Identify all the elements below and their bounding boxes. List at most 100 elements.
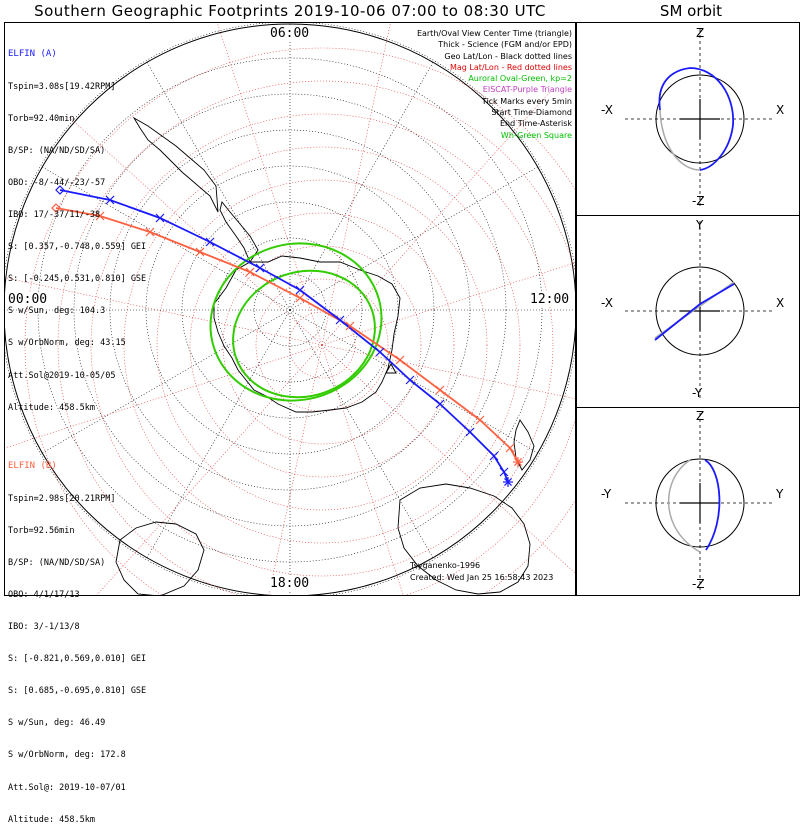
footprint-map — [5, 23, 775, 595]
probe-b-line: Torb=92.56min — [8, 525, 75, 536]
hour-label-right: 12:00 — [528, 292, 572, 307]
sm-orbit-trace-gray — [659, 109, 701, 171]
probe-a-name: ELFIN (A) — [8, 49, 57, 60]
probe-b-tick-mark — [295, 293, 305, 303]
coastline — [213, 255, 401, 413]
sm-earth-circle — [655, 266, 745, 356]
probe-a-line: Att.Sol@2019-10-05/05 — [8, 370, 116, 381]
probe-a-line: S w/Sun, deg: 104.3 — [8, 306, 106, 317]
coastline — [397, 483, 531, 595]
legend-item: EISCAT-Purple Triangle — [482, 85, 572, 95]
probe-a-tick-mark — [375, 347, 385, 357]
sm2-top-label: Y — [696, 218, 704, 232]
probe-b-name: ELFIN (B) — [8, 461, 57, 472]
mag-longitude-line — [217, 23, 323, 346]
geo-longitude-line — [289, 62, 434, 311]
mag-latitude-circle — [255, 278, 389, 412]
mag-latitude-circle — [123, 146, 521, 544]
mag-latitude-circle — [156, 179, 488, 511]
probe-b-tick-mark — [245, 267, 255, 277]
mag-longitude-line — [321, 23, 391, 346]
mag-latitude-circle — [288, 311, 356, 379]
probe-a-tick-mark — [295, 285, 305, 295]
sm1-bottom-label: -Z — [692, 194, 705, 208]
probe-b-tick-mark — [345, 321, 355, 331]
sm-orbit-trace-a — [658, 67, 734, 171]
footprint-map-frame — [4, 22, 576, 596]
sm-panel-divider — [576, 215, 800, 216]
sm-orbit-trace-a — [654, 283, 735, 341]
hour-label-left: 00:00 — [6, 292, 50, 307]
legend-item: Earth/Oval View Center Time (triangle) — [416, 29, 572, 38]
probe-a-line: Torb=92.40min — [8, 113, 75, 124]
probe-a-tick-mark — [335, 315, 345, 325]
probe-b-line: B/SP: (NA/ND/SD/SA) — [8, 557, 106, 568]
geo-longitude-line — [289, 166, 538, 311]
created-timestamp: Created: Wed Jan 25 16:58:43 2023 — [410, 572, 554, 582]
probe-b-tick-mark — [505, 443, 515, 453]
probe-a-tick-mark — [255, 263, 265, 273]
probe-a-line: S: [-0.245,0.531,0.810] GSE — [8, 274, 147, 285]
probe-b-end-asterisk — [514, 458, 522, 466]
probe-b-info: ELFIN (B) Tspin=2.98s[20.21RPM] Torb=92.… — [8, 440, 146, 836]
auroral-oval-outer — [209, 242, 383, 402]
map-layer — [5, 23, 575, 595]
probe-b-line: OBO: 4/1/17/13 — [8, 589, 80, 600]
probe-a-start-diamond — [55, 185, 65, 195]
legend: Earth/Oval View Center Time (triangle) T… — [417, 28, 572, 141]
sm-orbit-trace-gray — [668, 459, 701, 553]
coastline — [513, 419, 535, 471]
model-label: Tsyganenko-1996 — [410, 561, 481, 570]
probe-a-line: S: [0.357,-0.748,0.559] GEI — [8, 242, 147, 253]
probe-a-tick-mark — [155, 213, 165, 223]
probe-b-line: S w/Sun, deg: 46.49 — [8, 718, 106, 729]
probe-b-line: S: [0.685,-0.695,0.810] GSE — [8, 686, 147, 697]
probe-a-tick-mark — [465, 427, 475, 437]
probe-a-tick-mark — [105, 195, 115, 205]
hour-label-top: 06:00 — [268, 26, 312, 41]
sm1-top-label: Z — [696, 26, 705, 40]
plot-title: Southern Geographic Footprints 2019-10-0… — [34, 2, 546, 20]
probe-b-tick-mark — [395, 355, 405, 365]
sm2-left-label: -X — [601, 296, 613, 310]
probe-b-line: Att.Sol@: 2019-10-07/01 — [8, 782, 126, 793]
coastline — [132, 116, 219, 213]
probe-a-line: Altitude: 458.5km — [8, 402, 95, 413]
geo-longitude-line — [289, 309, 538, 454]
legend-item: Thick - Science (FGM and/or EPD) — [438, 40, 572, 50]
legend-item: Start Time-Diamond — [491, 108, 572, 118]
probe-b-tick-mark — [435, 385, 445, 395]
probe-a-info: ELFIN (A) Tspin=3.08s[19.42RPM] Torb=92.… — [8, 28, 146, 424]
legend-item: Geo Lat/Lon - Black dotted lines — [444, 51, 572, 61]
probe-a-end-asterisk — [504, 478, 512, 486]
sm-earth-circle — [655, 74, 745, 164]
credits: Tsyganenko-1996 Created: Wed Jan 25 16:5… — [410, 560, 553, 583]
probe-b-line: IBO: 3/-1/13/8 — [8, 621, 80, 632]
sm2-right-label: X — [776, 296, 785, 310]
geo-longitude-line — [146, 309, 291, 558]
sm3-top-label: Z — [696, 409, 705, 423]
sm2-bottom-label: -Y — [692, 386, 703, 400]
probe-b-tick-mark — [145, 227, 155, 237]
probe-b-line: Altitude: 458.5km — [8, 814, 95, 825]
probe-b-line: S: [-0.821,0.569,0.010] GEI — [8, 654, 147, 665]
hour-label-bottom: 18:00 — [268, 576, 312, 591]
probe-a-line: IBO: 17/-37/11/-38 — [8, 209, 101, 220]
legend-item: Wh-Green Square — [500, 130, 572, 140]
probe-b-start-diamond — [51, 203, 61, 213]
sm-earth-circle — [655, 458, 745, 548]
sm3-bottom-label: -Z — [692, 577, 705, 591]
geo-longitude-line — [289, 309, 434, 558]
sm1-left-label: -X — [601, 103, 613, 117]
probe-b-line: Tspin=2.98s[20.21RPM] — [8, 493, 116, 504]
mag-longitude-line — [321, 262, 575, 346]
coastline — [219, 201, 259, 263]
sm-orbit-trace-a — [704, 459, 721, 551]
probe-a-line: OBO: -8/-44/-23/-57 — [8, 177, 106, 188]
probe-a-tick-mark — [499, 467, 509, 477]
legend-item: End Time-Asterisk — [499, 119, 572, 129]
probe-a-tick-mark — [489, 451, 499, 461]
probe-b-tick-mark — [95, 211, 105, 221]
legend-item: Tick Marks every 5min — [481, 96, 572, 106]
probe-a-tick-mark — [435, 399, 445, 409]
